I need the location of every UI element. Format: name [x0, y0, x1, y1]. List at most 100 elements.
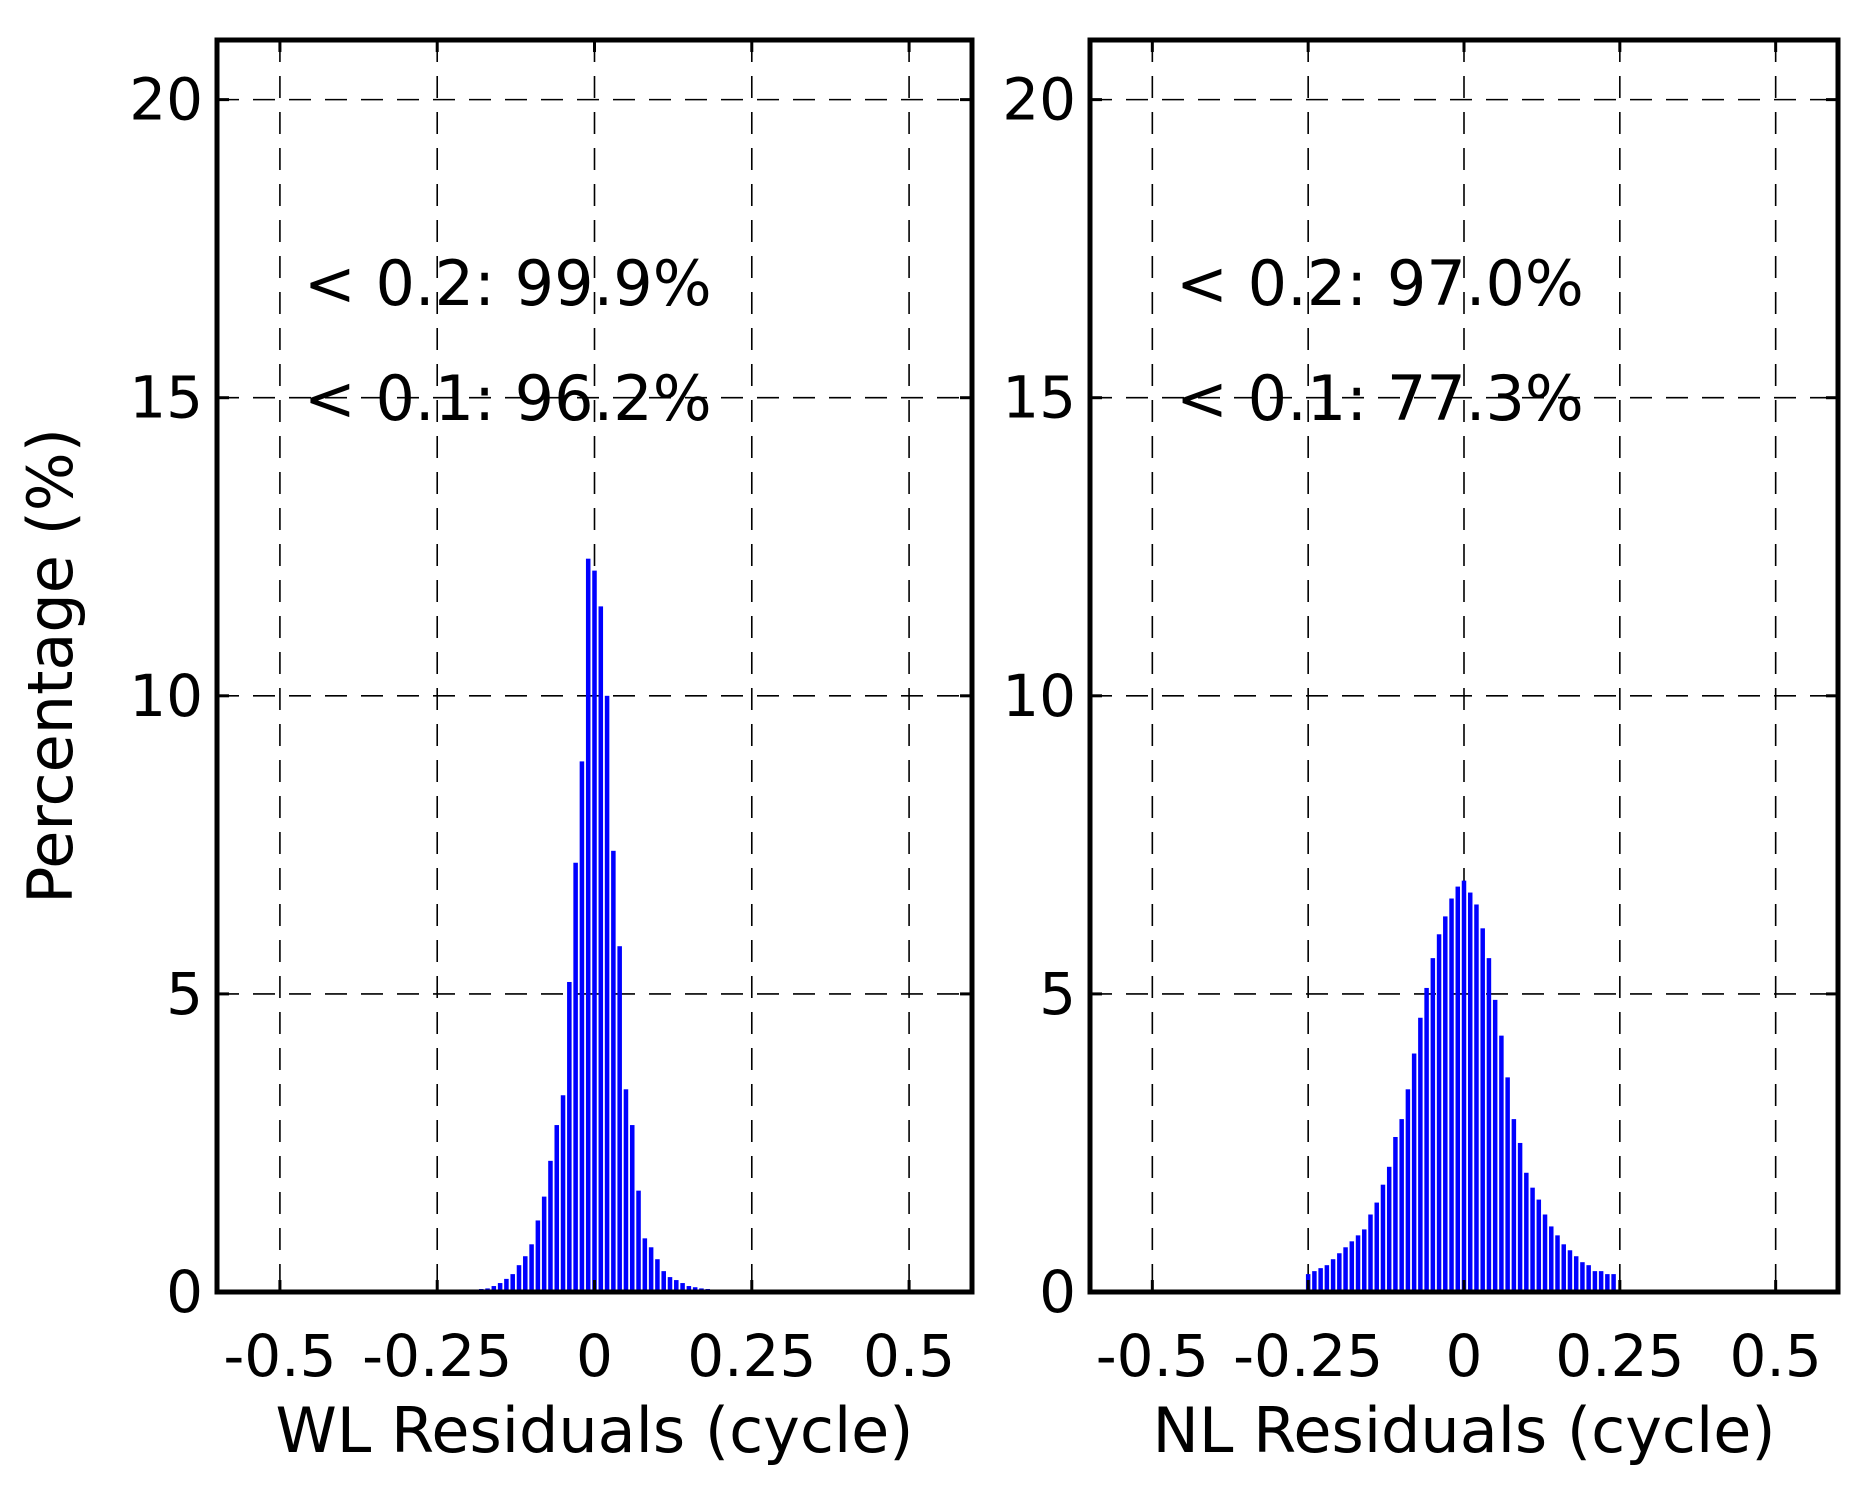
- histogram-bar: [1530, 1187, 1535, 1292]
- histogram-bar: [1411, 1053, 1417, 1292]
- histogram-bar: [1536, 1199, 1542, 1292]
- y-axis-label: Percentage (%): [14, 428, 87, 904]
- histogram-bar: [629, 1125, 635, 1292]
- x-axis-label: NL Residuals (cycle): [1152, 1394, 1775, 1467]
- histogram-bar: [1386, 1166, 1392, 1292]
- histogram-bar: [1517, 1142, 1523, 1292]
- histogram-bar: [1418, 1017, 1423, 1292]
- histogram-bar: [1449, 898, 1454, 1292]
- histogram-bar: [1605, 1274, 1610, 1292]
- histogram-bar: [1443, 916, 1448, 1292]
- x-tick-label: 0.5: [1730, 1322, 1822, 1390]
- y-tick-labels: 0 5 10 15 20: [129, 66, 203, 1326]
- histogram-bar: [1561, 1244, 1566, 1292]
- y-tick-label: 20: [129, 66, 203, 134]
- histogram-bar: [1355, 1235, 1361, 1292]
- y-tick-label: 0: [166, 1258, 203, 1326]
- x-axis-label: WL Residuals (cycle): [275, 1394, 913, 1467]
- histogram-bar: [1318, 1268, 1323, 1292]
- y-tick-label: 0: [1039, 1258, 1076, 1326]
- x-tick-label: 0: [576, 1322, 613, 1390]
- histogram-bar: [1586, 1265, 1591, 1292]
- histogram-bar: [510, 1274, 515, 1292]
- histogram-bar: [1312, 1271, 1317, 1292]
- histogram-bar: [1492, 999, 1498, 1292]
- histogram-bar: [686, 1286, 692, 1292]
- histogram-bar: [529, 1244, 534, 1292]
- y-tick-labels: 0 5 10 15 20: [1002, 66, 1076, 1326]
- histogram-bar: [1405, 1089, 1411, 1292]
- histogram-bar: [516, 1265, 522, 1292]
- histogram-bar: [1580, 1262, 1585, 1292]
- histogram-bar: [1480, 928, 1485, 1292]
- histogram-bar: [1430, 958, 1436, 1292]
- histogram-bar: [1393, 1136, 1398, 1292]
- annotation-within-0.2: < 0.2: 97.0%: [1176, 247, 1584, 320]
- x-tick-label: 0.25: [687, 1322, 816, 1390]
- histogram-bar: [1324, 1265, 1330, 1292]
- x-tick-labels: -0.5 -0.25 0 0.25 0.5: [1096, 1322, 1822, 1390]
- histogram-bar: [1330, 1259, 1336, 1292]
- histogram-bar: [491, 1286, 497, 1292]
- y-tick-label: 10: [1002, 662, 1076, 730]
- histogram-bar: [598, 606, 604, 1292]
- histogram-bar: [1368, 1214, 1373, 1292]
- histogram-bar: [1362, 1229, 1367, 1292]
- histogram-bar: [1549, 1226, 1554, 1292]
- histogram-bar: [1542, 1214, 1548, 1292]
- histogram-bar: [1337, 1253, 1342, 1292]
- histogram-bar: [1467, 892, 1473, 1292]
- histogram-bar: [667, 1277, 673, 1292]
- histogram-bar: [1424, 987, 1429, 1292]
- histogram-bar: [617, 946, 622, 1292]
- histogram-bar: [579, 761, 585, 1292]
- histogram-bar: [1567, 1250, 1573, 1292]
- histogram-bar: [1380, 1184, 1386, 1292]
- histogram-bar: [497, 1283, 503, 1292]
- histogram-bar: [1349, 1241, 1355, 1292]
- x-tick-label: 0.5: [863, 1322, 955, 1390]
- histogram-bar: [648, 1247, 654, 1292]
- histogram-bar: [523, 1256, 528, 1292]
- histogram-bar: [674, 1280, 679, 1292]
- histogram-bar: [1399, 1119, 1404, 1292]
- histogram-bar: [592, 570, 597, 1292]
- y-tick-label: 5: [166, 960, 203, 1028]
- histogram-bar: [680, 1283, 685, 1292]
- x-tick-label: -0.25: [362, 1322, 512, 1390]
- histogram-bars: [453, 558, 748, 1292]
- x-tick-label: -0.25: [1233, 1322, 1383, 1390]
- annotation-within-0.1: < 0.1: 77.3%: [1176, 362, 1584, 435]
- x-tick-label: -0.5: [1096, 1322, 1209, 1390]
- histogram-bar: [573, 862, 578, 1292]
- histogram-bar: [611, 850, 616, 1292]
- histogram-bar: [604, 695, 610, 1292]
- histogram-bar: [1511, 1119, 1517, 1292]
- y-tick-label: 5: [1039, 960, 1076, 1028]
- histogram-bars: [1305, 880, 1616, 1292]
- histogram-bar: [623, 1089, 629, 1292]
- histogram-bar: [642, 1238, 648, 1292]
- x-tick-label: -0.5: [223, 1322, 336, 1390]
- histogram-bar: [1455, 886, 1461, 1292]
- histogram-bar: [1598, 1271, 1604, 1292]
- histogram-bar: [1486, 958, 1492, 1292]
- histogram-bar: [535, 1220, 541, 1292]
- histogram-bar: [554, 1125, 560, 1292]
- histogram-bar: [1436, 934, 1442, 1292]
- histogram-bar: [661, 1271, 666, 1292]
- y-tick-label: 15: [1002, 364, 1076, 432]
- histogram-bar: [1461, 880, 1467, 1292]
- histogram-bar: [1592, 1271, 1598, 1292]
- histogram-bar: [541, 1196, 547, 1292]
- histogram-bar: [1499, 1035, 1504, 1292]
- histogram-bar: [548, 1160, 553, 1292]
- histogram-bar: [567, 981, 572, 1292]
- histogram-bar: [1343, 1247, 1348, 1292]
- histogram-bar: [1611, 1274, 1616, 1292]
- annotation-within-0.1: < 0.1: 96.2%: [304, 362, 712, 435]
- histogram-bar: [1474, 904, 1479, 1292]
